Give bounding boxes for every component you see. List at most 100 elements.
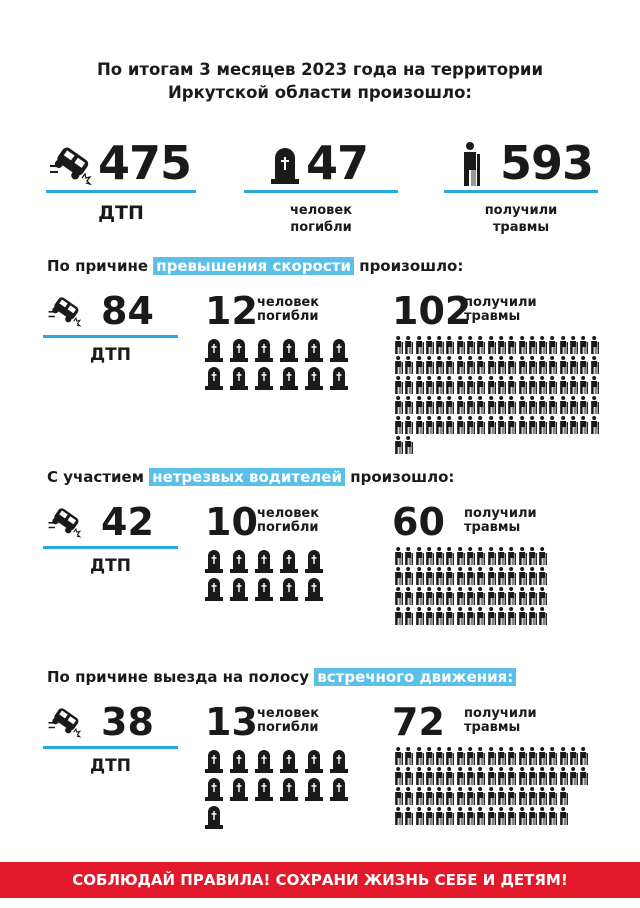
injured-person-icon: [508, 376, 517, 394]
deaths-label: человек погибли: [257, 506, 320, 535]
injured-person-icon: [415, 747, 424, 765]
injured-person-icon: [529, 396, 537, 414]
injured-person-icon: [467, 567, 476, 585]
injured-person-icon: [477, 396, 486, 414]
injured-person-icon: [549, 807, 558, 825]
injured-person-icon: [549, 336, 558, 354]
injured-person-icon: [426, 567, 434, 585]
tombstone-icon: [205, 806, 223, 829]
injured-person-icon: [446, 376, 455, 394]
injured-person-icon: [456, 396, 465, 414]
injured-person-icon: [467, 416, 476, 434]
injured-person-icon: [498, 416, 506, 434]
injured-person-icon: [529, 587, 537, 605]
injured-person-icon: [549, 767, 558, 785]
tombstone-grid: [205, 549, 330, 605]
injured-person-icon: [436, 587, 445, 605]
injured-person-icon: [487, 787, 496, 805]
injured-person-icon: [456, 787, 465, 805]
injured-person-icon: [415, 336, 424, 354]
injured-person-icon: [570, 356, 578, 374]
injured-person-icon: [529, 416, 537, 434]
injured-person-icon: [426, 747, 434, 765]
injured-person-icon: [580, 767, 589, 785]
injured-person-icon: [580, 356, 589, 374]
injured-person-icon: [518, 587, 527, 605]
injured-person-icon: [559, 807, 568, 825]
tombstone-icon: [255, 367, 273, 390]
injured-person-icon: [518, 396, 527, 414]
injured-person-icon: [508, 416, 517, 434]
injured-person-icon: [570, 376, 578, 394]
injured-person-icon: [456, 747, 465, 765]
injured-person-icon: [395, 547, 403, 565]
injured-person-icon: [426, 416, 434, 434]
injured-person-icon: [467, 396, 476, 414]
injured-person-icon: [467, 747, 476, 765]
injured-person-icon: [446, 587, 455, 605]
injured-person-icon: [395, 787, 403, 805]
injured-person-icon: [467, 336, 476, 354]
injured-grid: [394, 336, 600, 456]
injured-person-icon: [446, 787, 455, 805]
injured-person-icon: [477, 416, 486, 434]
injured-person-icon: [487, 336, 496, 354]
injured-person-icon: [405, 567, 414, 585]
injured-person-icon: [446, 767, 455, 785]
injured-person-icon: [580, 336, 589, 354]
injured-person-icon: [446, 356, 455, 374]
injured-label: получили травмы: [464, 506, 537, 535]
injured-person-icon: [405, 396, 414, 414]
injured-person-icon: [498, 376, 506, 394]
injured-person-icon: [467, 607, 476, 625]
injured-person-icon: [487, 567, 496, 585]
tombstone-icon: [255, 778, 273, 801]
injured-person-icon: [590, 336, 599, 354]
injured-person-icon: [487, 547, 496, 565]
injured-person-icon: [539, 356, 548, 374]
injured-person-icon: [508, 767, 517, 785]
injured-person-icon: [446, 547, 455, 565]
injured-person-icon: [518, 747, 527, 765]
injured-person-icon: [405, 607, 414, 625]
injured-person-icon: [426, 607, 434, 625]
injured-person-icon: [508, 747, 517, 765]
injured-person-icon: [415, 356, 424, 374]
injured-person-icon: [426, 587, 434, 605]
section-heading: С участием нетрезвых водителей произошло…: [47, 468, 455, 486]
deaths-label: человек погибли: [289, 203, 353, 235]
injured-person-icon: [539, 807, 548, 825]
tombstone-icon: [205, 550, 223, 573]
injured-person-icon: [539, 747, 548, 765]
injured-person-icon: [426, 547, 434, 565]
tombstone-icon: [230, 750, 248, 773]
injured-person-icon: [518, 567, 527, 585]
injured-person-icon: [477, 607, 486, 625]
injured-person-icon: [395, 416, 403, 434]
injured-person-icon: [518, 416, 527, 434]
injured-person-icon: [539, 336, 548, 354]
tombstone-icon: [230, 367, 248, 390]
injured-person-icon: [539, 416, 548, 434]
injured-person-icon: [529, 787, 537, 805]
injured-person-icon: [498, 747, 506, 765]
injured-person-icon: [549, 376, 558, 394]
injured-person-icon: [518, 767, 527, 785]
page-title: По итогам 3 месяцев 2023 года на террито…: [96, 60, 544, 102]
injured-person-icon: [436, 747, 445, 765]
injured-person-icon: [487, 747, 496, 765]
injured-person-icon: [426, 396, 434, 414]
injured-person-icon: [395, 356, 403, 374]
injured-person-icon: [498, 336, 506, 354]
injured-person-icon: [477, 807, 486, 825]
injured-person-icon: [405, 416, 414, 434]
tombstone-icon: [205, 750, 223, 773]
injured-person-icon: [549, 396, 558, 414]
injured-person-icon: [415, 567, 424, 585]
injured-person-icon: [570, 416, 578, 434]
injured-person-icon: [405, 587, 414, 605]
injured-person-icon: [436, 567, 445, 585]
injured-person-icon: [508, 587, 517, 605]
underline: [43, 746, 178, 749]
injured-person-icon: [477, 747, 486, 765]
